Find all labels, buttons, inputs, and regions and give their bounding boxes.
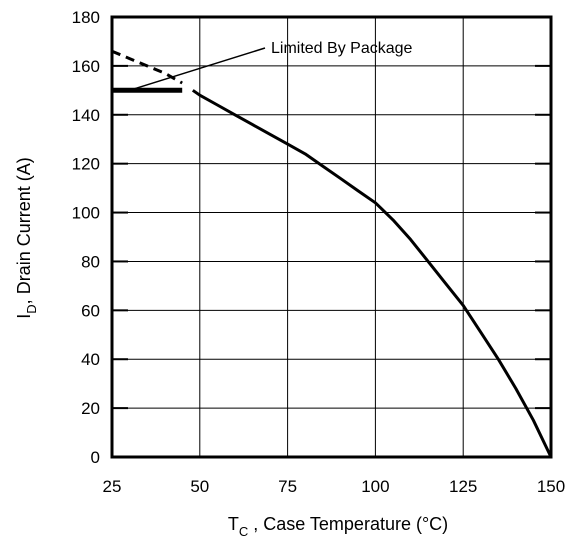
y-tick-label: 60 <box>81 301 100 320</box>
x-axis-title: TC , Case Temperature (°C) <box>228 514 448 539</box>
annotations: Limited By Package <box>129 40 413 92</box>
y-axis-title: ID, Drain Current (A) <box>14 157 39 318</box>
y-tick-label: 80 <box>81 252 100 271</box>
y-tick-label: 40 <box>81 350 100 369</box>
y-tick-label: 20 <box>81 399 100 418</box>
x-tick-label: 25 <box>103 477 122 496</box>
grid <box>112 17 551 457</box>
x-tick-label: 100 <box>361 477 389 496</box>
plot-frame <box>110 15 553 459</box>
y-tick-label: 140 <box>72 106 100 125</box>
series <box>111 49 553 458</box>
annotation-label: Limited By Package <box>271 40 413 57</box>
y-tick-labels: 0 20 40 60 80 100 120 140 160 180 <box>72 8 100 467</box>
y-tick-label: 120 <box>72 155 100 174</box>
series-line-solid <box>191 89 553 458</box>
x-tick-label: 75 <box>278 477 297 496</box>
x-tick-label: 150 <box>537 477 565 496</box>
annotation-leader-line <box>129 47 266 92</box>
y-tick-label: 0 <box>91 448 100 467</box>
x-tick-labels: 25 50 75 100 125 150 <box>103 477 566 496</box>
tick-marks <box>112 16 551 458</box>
y-tick-label: 160 <box>72 57 100 76</box>
series-line-dashed <box>111 49 183 85</box>
y-tick-label: 180 <box>72 8 100 27</box>
y-tick-label: 100 <box>72 204 100 223</box>
x-tick-label: 50 <box>190 477 209 496</box>
x-tick-label: 125 <box>449 477 477 496</box>
